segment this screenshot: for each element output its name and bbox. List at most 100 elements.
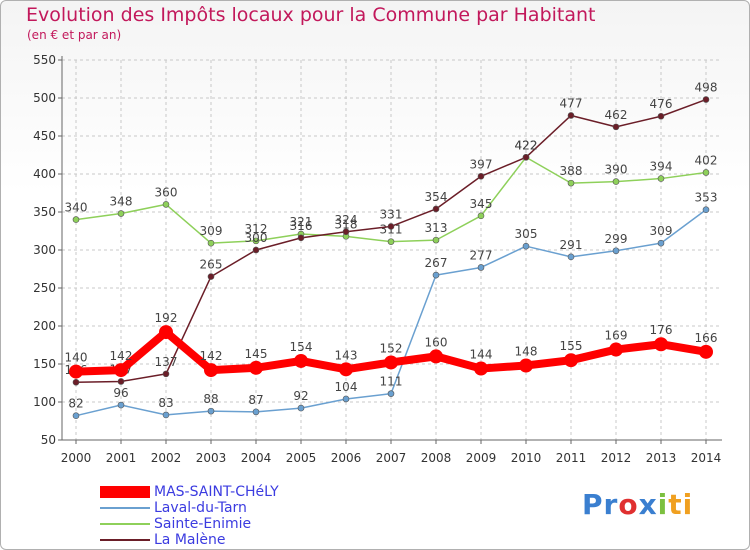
data-label-sainte-enimie-2003: 309	[200, 224, 223, 238]
data-label-sainte-enimie-2005: 321	[290, 215, 313, 229]
data-label-la-malene-2005: 316	[290, 219, 313, 233]
legend-swatch-la-malene	[100, 539, 150, 541]
data-label-laval-du-tarn-2006: 104	[335, 380, 358, 394]
data-point-laval-du-tarn-2004	[252, 408, 260, 416]
data-label-mas-saint-chely-2005: 154	[290, 340, 313, 354]
legend-swatch-sainte-enimie	[100, 523, 150, 525]
y-tick-label-250: 250	[33, 281, 56, 295]
data-point-la-malene-2014	[702, 96, 710, 103]
data-point-sainte-enimie-2003	[207, 239, 215, 247]
x-tick-label-2010: 2010	[511, 451, 542, 465]
data-label-sainte-enimie-2002: 360	[155, 185, 178, 199]
y-tick-label-200: 200	[33, 319, 56, 333]
data-label-laval-du-tarn-2007: 111	[380, 375, 403, 389]
data-point-mas-saint-chely-2002	[159, 325, 173, 340]
data-label-laval-du-tarn-2002: 83	[158, 396, 173, 410]
data-label-laval-du-tarn-2014: 353	[695, 191, 718, 205]
data-point-mas-saint-chely-2000	[69, 364, 83, 379]
data-point-laval-du-tarn-2006	[342, 395, 350, 403]
data-label-sainte-enimie-2013: 394	[650, 160, 673, 174]
data-label-laval-du-tarn-2004: 87	[248, 393, 263, 407]
data-point-la-malene-2007	[387, 223, 395, 230]
x-tick-label-2001: 2001	[106, 451, 137, 465]
data-label-mas-saint-chely-2007: 152	[380, 341, 403, 355]
data-label-laval-du-tarn-2011: 291	[560, 238, 583, 252]
data-label-mas-saint-chely-2013: 176	[650, 323, 673, 337]
data-label-mas-saint-chely-2010: 148	[515, 345, 538, 359]
legend-label-sainte-enimie: Sainte-Enimie	[154, 516, 252, 532]
data-label-sainte-enimie-2004: 312	[245, 222, 268, 236]
x-tick-label-2008: 2008	[421, 451, 452, 465]
data-point-sainte-enimie-2008	[432, 236, 440, 244]
data-point-la-malene-2008	[432, 205, 440, 213]
data-point-mas-saint-chely-2005	[294, 353, 308, 368]
data-label-la-malene-2008: 354	[425, 190, 448, 204]
data-label-la-malene-2014: 498	[695, 81, 718, 95]
data-point-sainte-enimie-2013	[657, 175, 665, 182]
data-label-sainte-enimie-2009: 345	[470, 197, 493, 211]
legend-label-mas-saint-chely: MAS-SAINT-CHéLY	[154, 484, 279, 500]
data-label-mas-saint-chely-2012: 169	[605, 329, 628, 343]
y-tick-label-350: 350	[33, 205, 56, 219]
data-label-laval-du-tarn-2001: 96	[113, 386, 128, 400]
data-point-la-malene-2000	[72, 378, 80, 386]
data-point-laval-du-tarn-2003	[207, 407, 215, 415]
data-label-la-malene-2011: 477	[560, 96, 583, 110]
y-tick-label-50: 50	[41, 433, 56, 447]
data-label-la-malene-2010: 422	[515, 138, 538, 152]
data-label-mas-saint-chely-2014: 166	[695, 331, 718, 345]
data-label-sainte-enimie-2001: 348	[110, 195, 133, 209]
data-label-la-malene-2006: 324	[335, 213, 358, 227]
data-label-sainte-enimie-2008: 313	[425, 221, 448, 235]
data-point-mas-saint-chely-2011	[564, 353, 578, 368]
data-point-mas-saint-chely-2012	[609, 342, 623, 357]
data-label-la-malene-2013: 476	[650, 97, 673, 111]
data-label-mas-saint-chely-2011: 155	[560, 339, 583, 353]
data-point-laval-du-tarn-2008	[432, 271, 440, 279]
legend-label-laval-du-tarn: Laval-du-Tarn	[154, 500, 247, 516]
data-point-laval-du-tarn-2009	[477, 264, 485, 271]
data-point-laval-du-tarn-2012	[612, 247, 620, 255]
x-tick-label-2012: 2012	[601, 451, 632, 465]
y-tick-label-400: 400	[33, 167, 56, 181]
x-tick-label-2009: 2009	[466, 451, 497, 465]
data-label-sainte-enimie-2000: 340	[65, 201, 88, 215]
data-label-la-malene-2004: 300	[245, 231, 268, 245]
data-point-la-malene-2009	[477, 172, 485, 180]
x-tick-label-2003: 2003	[196, 451, 227, 465]
data-label-sainte-enimie-2012: 390	[605, 163, 628, 177]
data-label-laval-du-tarn-2009: 277	[470, 248, 493, 262]
data-point-la-malene-2010	[522, 153, 530, 161]
data-label-laval-du-tarn-2003: 88	[203, 392, 218, 406]
chart-title: Evolution des Impôts locaux pour la Comm…	[26, 4, 596, 26]
x-tick-label-2007: 2007	[376, 451, 407, 465]
legend-swatch-mas-saint-chely	[100, 486, 150, 498]
data-point-laval-du-tarn-2013	[657, 239, 665, 247]
data-label-laval-du-tarn-2013: 309	[650, 224, 673, 238]
data-point-laval-du-tarn-2002	[162, 411, 170, 419]
data-point-laval-du-tarn-2010	[522, 242, 530, 250]
y-tick-label-150: 150	[33, 357, 56, 371]
data-point-sainte-enimie-2002	[162, 201, 170, 208]
data-point-la-malene-2012	[612, 123, 620, 131]
data-point-la-malene-2005	[297, 234, 305, 242]
data-label-la-malene-2007: 331	[380, 207, 403, 221]
data-point-mas-saint-chely-2014	[699, 344, 713, 359]
data-label-mas-saint-chely-2009: 144	[470, 348, 493, 362]
data-point-la-malene-2001	[117, 378, 125, 385]
data-point-laval-du-tarn-2011	[567, 253, 575, 261]
data-label-mas-saint-chely-2004: 145	[245, 347, 268, 361]
y-tick-label-450: 450	[33, 129, 56, 143]
data-point-mas-saint-chely-2006	[339, 362, 353, 377]
x-tick-label-2004: 2004	[241, 451, 272, 465]
data-point-mas-saint-chely-2007	[384, 355, 398, 370]
data-point-la-malene-2003	[207, 273, 215, 280]
data-point-laval-du-tarn-2005	[297, 404, 305, 412]
data-label-la-malene-2009: 397	[470, 157, 493, 171]
data-point-sainte-enimie-2007	[387, 238, 395, 245]
data-label-laval-du-tarn-2005: 92	[293, 389, 308, 403]
data-label-laval-du-tarn-2000: 82	[68, 397, 83, 411]
data-label-mas-saint-chely-2008: 160	[425, 335, 448, 349]
data-point-laval-du-tarn-2014	[702, 206, 710, 214]
